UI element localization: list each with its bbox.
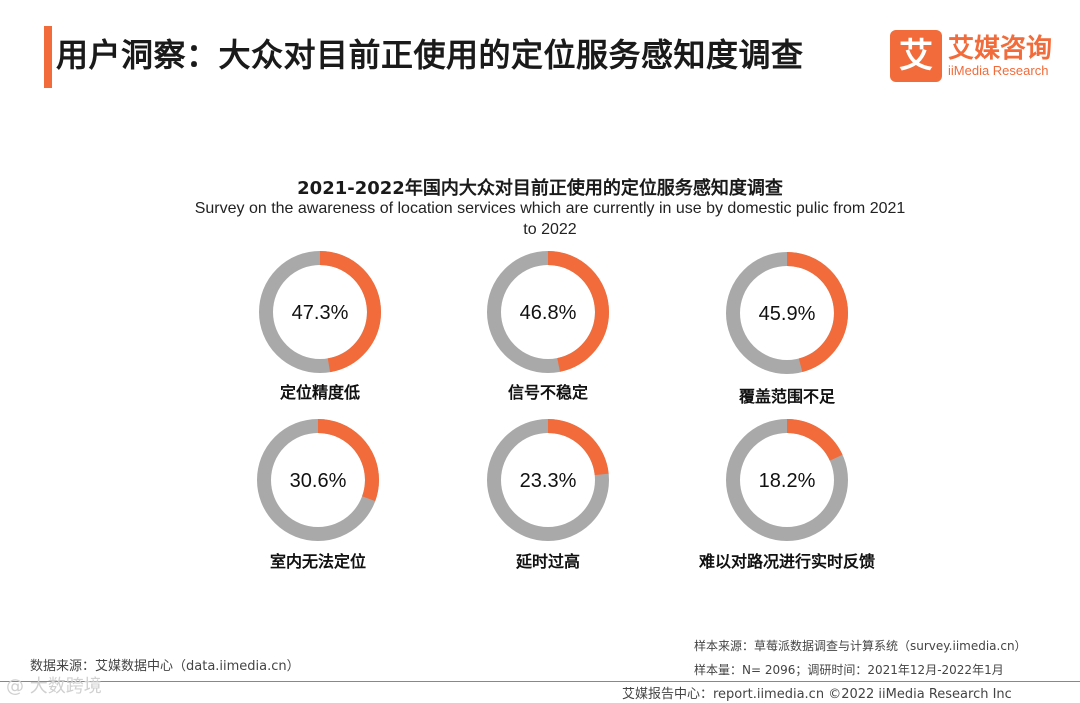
donut-value-label: 45.9%: [759, 303, 816, 325]
sample-size: 样本量：N= 2096；调研时间：2021年12月-2022年1月: [694, 663, 1004, 677]
donut-3: 45.9% 覆盖范围不足: [726, 252, 848, 406]
watermark: @ 大数跨境: [6, 676, 102, 697]
chart-subtitle: Survey on the awareness of location serv…: [194, 200, 906, 238]
logo-cn-text: 艾媒咨询: [948, 34, 1053, 64]
donut-1: 47.3% 定位精度低: [259, 251, 381, 402]
page-title: 用户洞察：大众对目前正使用的定位服务感知度调查: [56, 36, 804, 74]
donut-value-label: 30.6%: [290, 470, 347, 492]
report-center: 艾媒报告中心：report.iimedia.cn ©2022 iiMedia R…: [622, 687, 1012, 702]
data-source: 数据来源：艾媒数据中心（data.iimedia.cn）: [30, 659, 300, 674]
donut-5: 23.3% 延时过高: [487, 419, 609, 571]
donut-category-label: 覆盖范围不足: [738, 387, 836, 406]
donut-value-arc: [257, 419, 379, 541]
donut-category-label: 室内无法定位: [270, 552, 366, 571]
logo-en-text: iiMedia Research: [948, 63, 1049, 78]
donut-value-arc: [259, 251, 381, 373]
donut-value-label: 47.3%: [292, 302, 349, 324]
logo-mark-icon: 艾: [890, 30, 942, 82]
donut-value-label: 23.3%: [520, 470, 577, 492]
donut-category-label: 定位精度低: [279, 383, 360, 402]
donut-value-arc: [726, 252, 848, 374]
donut-value-label: 46.8%: [520, 302, 577, 324]
donut-value-arc: [487, 251, 609, 373]
donut-2: 46.8% 信号不稳定: [487, 251, 609, 402]
donut-category-label: 难以对路况进行实时反馈: [698, 552, 875, 571]
donut-6: 18.2% 难以对路况进行实时反馈: [698, 419, 875, 571]
chart-title: 2021-2022年国内大众对目前正使用的定位服务感知度调查: [297, 178, 783, 199]
donut-4: 30.6% 室内无法定位: [257, 419, 379, 571]
brand-logo: 艾 艾媒咨询 iiMedia Research: [890, 30, 1060, 82]
donut-category-label: 信号不稳定: [508, 383, 588, 402]
donut-value-label: 18.2%: [759, 470, 816, 492]
donut-value-arc: [726, 419, 848, 541]
footer-divider: [0, 681, 1080, 682]
donut-value-arc: [487, 419, 609, 541]
donut-category-label: 延时过高: [515, 552, 580, 571]
title-accent-bar: [44, 26, 52, 88]
sample-source: 样本来源：草莓派数据调查与计算系统（survey.iimedia.cn）: [694, 639, 1027, 653]
